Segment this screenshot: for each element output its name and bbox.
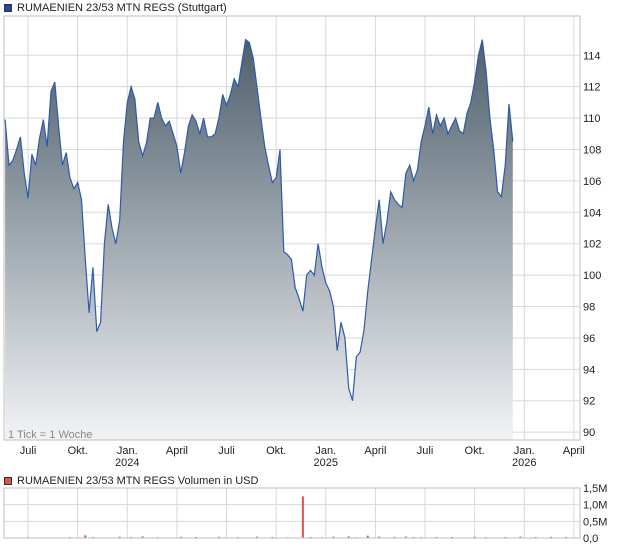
tick-note: 1 Tick = 1 Woche xyxy=(8,429,92,441)
price-y-tick-label: 114 xyxy=(583,50,601,62)
volume-bar xyxy=(84,535,87,538)
x-tick-label: Okt. xyxy=(68,445,88,457)
volume-grid xyxy=(4,487,580,539)
price-y-tick-label: 90 xyxy=(583,427,595,439)
volume-bars xyxy=(27,496,568,539)
price-y-tick-label: 106 xyxy=(583,176,601,188)
x-tick-label: Juli xyxy=(218,445,235,457)
volume-bar xyxy=(404,536,407,538)
volume-bar xyxy=(179,536,182,538)
price-area xyxy=(5,39,513,440)
volume-bar xyxy=(256,536,259,538)
volume-bar xyxy=(366,535,369,538)
price-y-tick-label: 108 xyxy=(583,144,601,156)
price-y-tick-label: 110 xyxy=(583,113,601,125)
volume-legend-label: RUMAENIEN 23/53 MTN REGS Volumen in USD xyxy=(17,475,259,487)
volume-bar xyxy=(118,536,121,538)
x-tick-label: April xyxy=(364,445,386,457)
x-tick-label: April xyxy=(563,445,585,457)
price-y-tick-label: 100 xyxy=(583,270,601,282)
price-plot-frame xyxy=(3,15,581,441)
price-line xyxy=(4,38,514,401)
volume-bar xyxy=(393,536,396,538)
price-legend-swatch xyxy=(4,4,12,12)
volume-legend-swatch xyxy=(4,477,12,485)
volume-bar xyxy=(549,536,552,538)
volume-y-tick-label: 1,0M xyxy=(583,500,607,512)
volume-legend: RUMAENIEN 23/53 MTN REGS Volumen in USD xyxy=(4,475,258,487)
price-y-tick-label: 94 xyxy=(583,364,595,376)
x-tick-year-label: 2025 xyxy=(314,457,338,469)
volume-plot-frame xyxy=(3,487,581,539)
price-y-tick-label: 92 xyxy=(583,396,595,408)
volume-y-tick-label: 0,0 xyxy=(583,533,598,545)
volume-bar xyxy=(217,536,220,538)
volume-y-tick-label: 0,5M xyxy=(583,516,607,528)
x-tick-label: Jan. xyxy=(117,445,138,457)
x-tick-label: Juli xyxy=(417,445,434,457)
volume-bar xyxy=(332,536,335,538)
x-tick-year-label: 2024 xyxy=(115,457,139,469)
price-y-axis: 90 92 94 96 98 100 102 104 106 108 110 112 114 xyxy=(583,50,601,439)
volume-y-axis: 0,0 0,5M 1,0M 1,5M xyxy=(583,483,607,545)
price-legend: RUMAENIEN 23/53 MTN REGS (Stuttgart) xyxy=(4,2,227,14)
price-y-tick-label: 98 xyxy=(583,302,595,314)
x-tick-label: Jan. xyxy=(315,445,336,457)
price-y-tick-label: 102 xyxy=(583,239,601,251)
volume-bar xyxy=(347,536,350,538)
x-tick-label: Okt. xyxy=(465,445,485,457)
volume-bar xyxy=(473,536,476,538)
price-y-tick-label: 112 xyxy=(583,82,601,94)
price-y-tick-label: 96 xyxy=(583,333,595,345)
price-legend-label: RUMAENIEN 23/53 MTN REGS (Stuttgart) xyxy=(17,2,227,14)
volume-bar xyxy=(519,536,522,538)
volume-bar xyxy=(301,496,304,538)
x-tick-year-label: 2026 xyxy=(512,457,536,469)
x-tick-label: April xyxy=(166,445,188,457)
volume-bar xyxy=(378,536,381,538)
price-y-tick-label: 104 xyxy=(583,207,601,219)
x-tick-label: Jan. xyxy=(514,445,535,457)
volume-y-tick-label: 1,5M xyxy=(583,483,607,495)
x-tick-label: Juli xyxy=(20,445,37,457)
volume-bar xyxy=(141,536,144,538)
x-tick-label: Okt. xyxy=(266,445,286,457)
